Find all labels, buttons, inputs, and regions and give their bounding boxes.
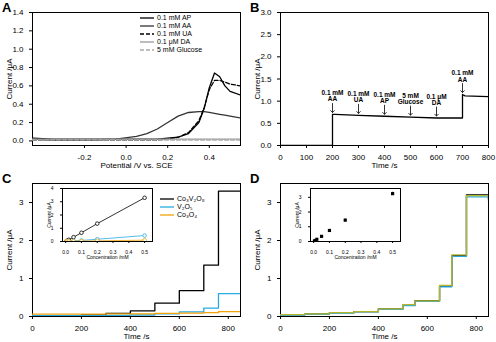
svg-text:0.1: 0.1 [78,249,85,255]
svg-text:1: 1 [267,274,272,283]
html-text:0.1 mM AA: 0.1 mM AA [157,22,192,29]
svg-text:800: 800 [482,153,496,162]
svg-text:0: 0 [267,312,272,321]
svg-text:0.4: 0.4 [125,249,133,256]
svg-text:3: 3 [50,198,54,205]
svg-text:600: 600 [421,324,435,333]
svg-text:0.2: 0.2 [162,153,174,163]
svg-text:100: 100 [300,153,314,162]
html-text:C: C [2,171,12,186]
svg-text:Potential /V vs. SCE: Potential /V vs. SCE [100,161,172,170]
svg-text:700: 700 [456,153,470,162]
svg-text:600: 600 [173,324,187,333]
svg-text:400: 400 [371,324,386,334]
svg-text:600: 600 [430,153,444,162]
svg-text:0.1 mMAA: 0.1 mMAA [451,69,473,83]
svg-text:0.0: 0.0 [310,249,317,255]
html-text:D: D [250,171,260,186]
svg-text:Time /s: Time /s [372,161,398,170]
svg-text:Concentration /mM: Concentration /mM [334,254,376,260]
svg-text:1: 1 [50,224,54,231]
svg-text:0.5: 0.5 [260,119,272,128]
svg-text:400: 400 [377,153,392,163]
svg-text:200: 200 [326,153,340,162]
svg-text:0.3: 0.3 [357,249,365,256]
html-text:A: A [2,0,12,15]
svg-text:200: 200 [75,324,89,333]
svg-text:800: 800 [222,324,236,333]
svg-text:300: 300 [352,153,366,162]
svg-text:0.1 μMDA: 0.1 μMDA [426,93,446,107]
svg-text:0.4: 0.4 [373,249,381,256]
svg-text:1.4: 1.4 [12,8,24,17]
svg-text:0: 0 [299,238,302,244]
svg-text:-0.2: -0.2 [78,153,92,162]
svg-text:Current /μA: Current /μA [294,202,300,228]
svg-text:0.2: 0.2 [12,118,24,127]
html-text:5 mM Glucose: 5 mM Glucose [157,46,203,53]
svg-text:1.2: 1.2 [12,26,24,35]
svg-text:0.1 mMAP: 0.1 mMAP [373,91,395,105]
html-text:0.1 mM AP: 0.1 mM AP [157,14,192,21]
svg-text:0.5: 0.5 [141,249,148,255]
svg-text:3.0: 3.0 [260,8,272,17]
svg-text:0: 0 [51,238,54,244]
svg-text:0.5: 0.5 [389,249,396,255]
svg-text:3: 3 [267,198,272,207]
svg-text:0.1: 0.1 [326,249,333,255]
svg-text:2: 2 [298,208,302,215]
svg-text:1.0: 1.0 [12,45,24,54]
svg-text:2: 2 [19,236,24,245]
html-text:0.1 μM DA: 0.1 μM DA [157,38,191,45]
svg-text:2: 2 [267,236,272,245]
svg-text:0.0: 0.0 [62,249,69,255]
svg-text:3: 3 [299,194,302,200]
svg-text:Time /s: Time /s [372,332,398,341]
svg-text:0.0: 0.0 [120,153,132,163]
svg-text:0: 0 [278,153,283,162]
svg-text:0.2: 0.2 [341,249,349,256]
html-text:Co₃V₂O₈: Co₃V₂O₈ [177,195,205,202]
svg-text:Time /s: Time /s [124,332,150,341]
svg-text:3: 3 [19,198,24,207]
svg-text:0.3: 0.3 [109,249,117,256]
svg-text:0.8: 0.8 [12,63,24,73]
svg-text:4: 4 [51,185,54,191]
svg-text:Current /μA: Current /μA [5,229,14,271]
html-text:V₂O₅: V₂O₅ [177,203,193,210]
svg-text:0.1 mMAA: 0.1 mMAA [321,89,343,103]
svg-text:0.4: 0.4 [12,100,24,109]
html-text:0.1 mM UA: 0.1 mM UA [157,30,192,37]
svg-text:400: 400 [123,324,138,334]
svg-text:0: 0 [19,312,24,321]
svg-text:0.1 mMUA: 0.1 mMUA [347,90,369,104]
svg-text:1.5: 1.5 [260,74,272,84]
html-text:Co₃O₄: Co₃O₄ [177,211,198,218]
svg-text:1.0: 1.0 [260,96,272,106]
svg-text:0: 0 [278,324,283,333]
svg-text:5 mMGlucose: 5 mMGlucose [398,92,424,106]
html-text:B: B [250,0,260,15]
svg-text:500: 500 [404,153,418,162]
svg-text:2.0: 2.0 [260,52,272,62]
svg-text:200: 200 [323,324,337,333]
svg-text:Current /μA: Current /μA [253,58,262,100]
svg-text:1: 1 [19,274,24,283]
svg-text:Current /μA: Current /μA [253,229,262,271]
svg-text:Concentration /mM: Concentration /mM [86,254,128,260]
svg-text:0.4: 0.4 [204,153,216,162]
svg-text:Current /μA: Current /μA [46,202,52,228]
svg-text:2: 2 [50,211,54,218]
svg-text:800: 800 [470,324,484,333]
svg-text:0.0: 0.0 [12,136,24,145]
svg-text:1: 1 [298,223,302,230]
svg-text:0.0: 0.0 [260,141,272,150]
svg-text:0: 0 [30,324,35,333]
svg-text:2.5: 2.5 [260,30,272,39]
svg-text:Current /μA: Current /μA [5,58,14,100]
svg-text:0.6: 0.6 [12,81,24,91]
svg-text:0.2: 0.2 [93,249,101,256]
